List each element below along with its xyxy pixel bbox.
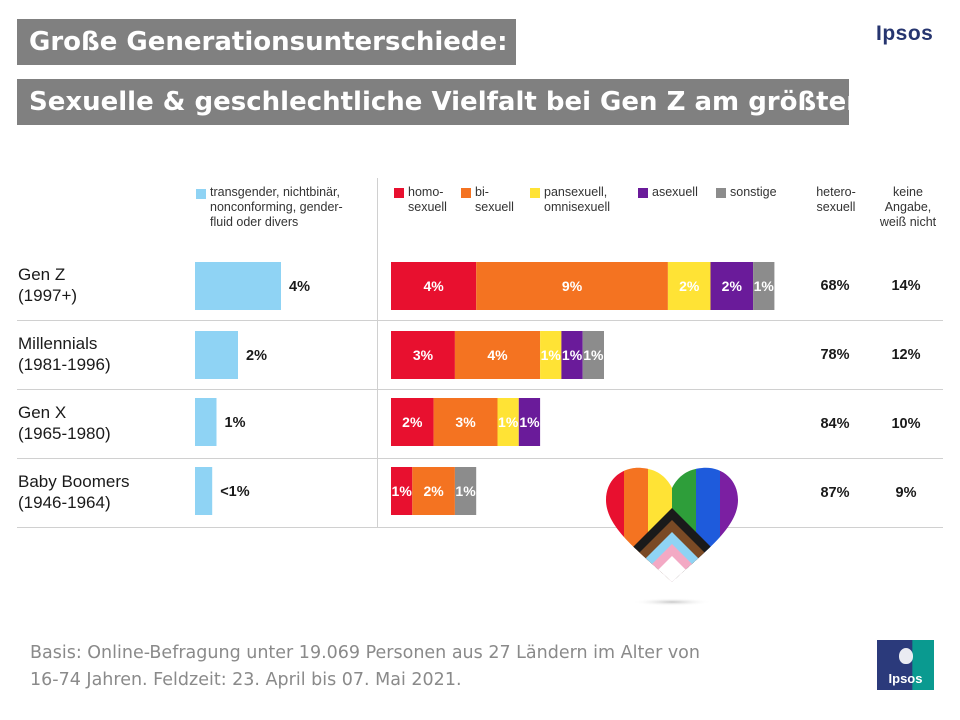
row-name: Gen Z (18, 265, 66, 284)
label-transgender-0: 4% (289, 279, 310, 295)
title-line-2: Sexuelle & geschlechtliche Vielfalt bei … (17, 79, 865, 125)
keine-angabe-value: 12% (891, 347, 921, 363)
bar-bi-0 (476, 262, 668, 310)
label-asexuell-0: 2% (722, 278, 743, 294)
row-label-gen-z: Gen Z (1997+) (18, 264, 77, 306)
label-homo-2: 2% (402, 414, 423, 430)
row-years: (1965-1980) (18, 424, 111, 443)
column-divider (377, 178, 378, 528)
label-pan-2: 1% (498, 414, 519, 430)
brand-logo-text: Ipsos (876, 22, 934, 45)
bar-transgender-2 (195, 398, 217, 446)
bar-transgender-1 (195, 331, 238, 379)
legend-label-bi: bi-sexuell (475, 185, 514, 214)
keine-angabe-value: 9% (895, 485, 917, 501)
legend-label-homo: homo-sexuell (408, 185, 447, 214)
hetero-value: 68% (820, 278, 850, 294)
legend-label-pan: pansexuell, omnisexuell (544, 185, 611, 214)
legend-label-asexuell: asexuell (652, 185, 698, 199)
row-name: Baby Boomers (18, 472, 130, 491)
legend-swatch-sonstige (716, 188, 726, 198)
label-sonstige-3: 1% (455, 483, 476, 499)
label-pan-0: 2% (679, 278, 700, 294)
legend-swatch-asexuell (638, 188, 648, 198)
bars-layer: 4% 4% 9% 2% 2% 1%2% 3% 4% 1% 1% 1%1% 2% 3% 1% 1%<1% 1% 2… (195, 262, 774, 515)
keine-angabe-value: 10% (891, 416, 921, 432)
bar-homo-2 (391, 398, 434, 446)
label-homo-1: 3% (413, 347, 434, 363)
row-separator (17, 320, 943, 321)
legend-label-transgender: transgender, nichtbinär, nonconforming, … (210, 185, 343, 229)
bar-asexuell-0 (710, 262, 754, 310)
row-label-gen-x: Gen X (1965-1980) (18, 402, 111, 444)
bar-bi-3 (412, 467, 455, 515)
bar-asexuell-2 (518, 398, 541, 446)
row-years: (1946-1964) (18, 493, 111, 512)
label-asexuell-2: 1% (519, 414, 540, 430)
ipsos-logo: Ipsos (877, 640, 934, 690)
bar-homo-0 (391, 262, 477, 310)
bar-homo-1 (391, 331, 455, 379)
label-bi-2: 3% (455, 414, 476, 430)
bar-pan-1 (540, 331, 562, 379)
row-name: Millennials (18, 334, 98, 353)
bar-bi-1 (454, 331, 541, 379)
hetero-value: 84% (820, 416, 850, 432)
legend-swatch-pan (530, 188, 540, 198)
logo-head-icon (899, 648, 913, 664)
label-sonstige-0: 1% (754, 278, 775, 294)
keine-angabe-value: 14% (891, 278, 921, 294)
label-homo-3: 1% (392, 483, 413, 499)
bar-pan-0 (667, 262, 711, 310)
legend-swatch-transgender (196, 189, 206, 199)
row-name: Gen X (18, 403, 67, 422)
bar-homo-3 (391, 467, 413, 515)
legend-label-sonstige: sonstige (730, 185, 777, 199)
legend-swatch-homo (394, 188, 404, 198)
row-label-millennials: Millennials (1981-1996) (18, 333, 111, 375)
row-years: (1981-1996) (18, 355, 111, 374)
hetero-value: 87% (820, 485, 850, 501)
row-years: (1997+) (18, 286, 78, 305)
logo-text: Ipsos (888, 671, 923, 686)
hetero-value: 78% (820, 347, 850, 363)
bar-bi-2 (433, 398, 498, 446)
label-transgender-2: 1% (225, 415, 246, 431)
row-label-baby-boomers: Baby Boomers (1946-1964) (18, 471, 130, 513)
bar-pan-2 (497, 398, 519, 446)
label-bi-3: 2% (423, 483, 444, 499)
column-header-keine-angabe: keine Angabe, weiß nicht (879, 185, 937, 229)
label-asexuell-1: 1% (562, 347, 583, 363)
label-transgender-1: 2% (246, 348, 267, 364)
row-separator (17, 458, 943, 459)
label-homo-0: 4% (423, 278, 444, 294)
bar-sonstige-3 (454, 467, 477, 515)
label-bi-1: 4% (487, 347, 508, 363)
footer-note: Basis: Online-Befragung unter 19.069 Per… (30, 643, 700, 690)
bar-sonstige-1 (582, 331, 604, 379)
bar-transgender-0 (195, 262, 281, 310)
label-transgender-3: <1% (220, 484, 250, 500)
bar-transgender-3 (195, 467, 213, 515)
label-bi-0: 9% (562, 278, 583, 294)
bar-sonstige-0 (753, 262, 775, 310)
column-header-hetero: hetero-sexuell (816, 185, 856, 214)
label-pan-1: 1% (541, 347, 562, 363)
legend-swatch-bi (461, 188, 471, 198)
row-separator (17, 527, 943, 528)
label-sonstige-1: 1% (583, 347, 604, 363)
bar-asexuell-1 (561, 331, 583, 379)
heart-shadow (632, 598, 712, 606)
row-separator (17, 389, 943, 390)
title-line-1: Große Generationsunterschiede: (17, 19, 516, 65)
